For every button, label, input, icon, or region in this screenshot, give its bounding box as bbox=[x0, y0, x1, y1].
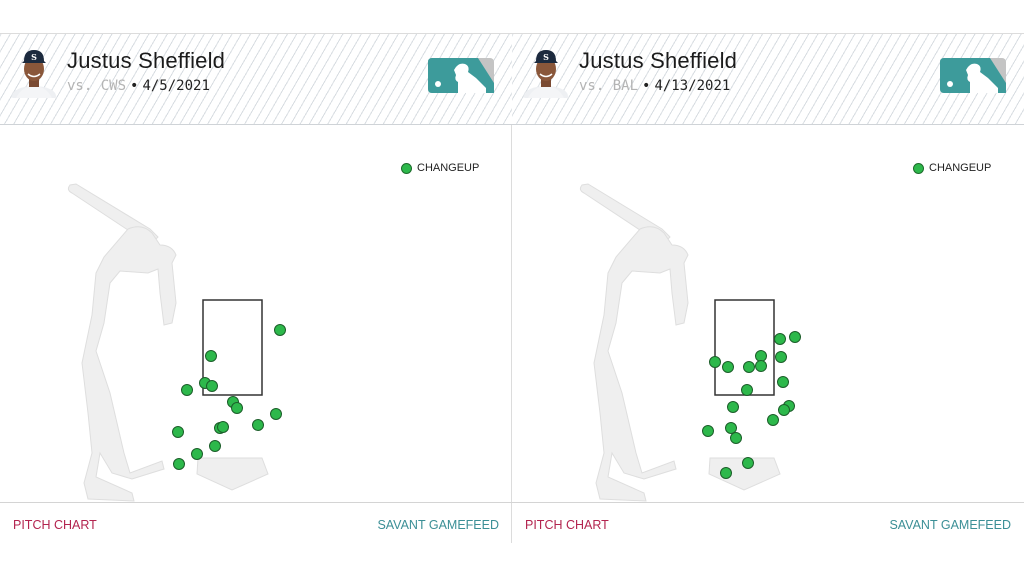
pitch-point[interactable] bbox=[755, 360, 767, 372]
pitch-point[interactable] bbox=[252, 419, 264, 431]
pitch-chart-link[interactable]: PITCH CHART bbox=[13, 518, 97, 532]
card-footer: PITCH CHART SAVANT GAMEFEED bbox=[0, 502, 512, 543]
pitch-points bbox=[172, 324, 286, 470]
pitch-point[interactable] bbox=[191, 448, 203, 460]
pitch-point[interactable] bbox=[778, 404, 790, 416]
legend-label: CHANGEUP bbox=[417, 162, 480, 174]
pitch-point[interactable] bbox=[209, 440, 221, 452]
pitch-point[interactable] bbox=[722, 361, 734, 373]
game-date: 4/5/2021 bbox=[142, 78, 210, 94]
pitch-chart-card-2: S Justus Sheffield vs. BAL • 4/13/2021 CHA… bbox=[512, 33, 1024, 543]
pitch-point[interactable] bbox=[270, 408, 282, 420]
pitch-point[interactable] bbox=[767, 414, 779, 426]
pitch-location-chart bbox=[512, 125, 1024, 502]
strike-zone bbox=[202, 299, 263, 396]
pitch-point[interactable] bbox=[206, 380, 218, 392]
chart-canvas bbox=[579, 183, 801, 502]
mlb-logo-icon bbox=[428, 58, 494, 93]
game-info: vs. BAL • 4/13/2021 bbox=[579, 78, 730, 94]
pitch-point[interactable] bbox=[755, 350, 767, 362]
pitch-chart-card-1: S Justus Sheffield vs. CWS • 4/5/2021 bbox=[0, 33, 512, 543]
card-header: S Justus Sheffield vs. BAL • 4/13/2021 bbox=[512, 33, 1024, 125]
pitch-point[interactable] bbox=[741, 384, 753, 396]
home-plate bbox=[708, 457, 781, 491]
pitch-point[interactable] bbox=[725, 422, 737, 434]
separator: • bbox=[130, 78, 139, 94]
savant-gamefeed-link[interactable]: SAVANT GAMEFEED bbox=[377, 518, 499, 532]
pitch-chart-link[interactable]: PITCH CHART bbox=[525, 518, 609, 532]
mlb-logo-icon bbox=[940, 58, 1006, 93]
pitch-point[interactable] bbox=[274, 324, 286, 336]
legend-label: CHANGEUP bbox=[929, 162, 992, 174]
player-headshot: S bbox=[524, 50, 568, 98]
pitch-point[interactable] bbox=[727, 401, 739, 413]
batter-silhouette bbox=[67, 183, 177, 502]
card-header: S Justus Sheffield vs. CWS • 4/5/2021 bbox=[0, 33, 512, 125]
pitch-point[interactable] bbox=[702, 425, 714, 437]
chart-canvas bbox=[67, 183, 286, 502]
opponent: vs. CWS bbox=[67, 78, 127, 94]
chart-legend: CHANGEUP bbox=[401, 162, 479, 174]
pitch-point[interactable] bbox=[742, 457, 754, 469]
game-info: vs. CWS • 4/5/2021 bbox=[67, 78, 210, 94]
pitch-point[interactable] bbox=[217, 421, 229, 433]
pitch-point[interactable] bbox=[743, 361, 755, 373]
pitch-point[interactable] bbox=[789, 331, 801, 343]
pitch-point[interactable] bbox=[774, 333, 786, 345]
card-footer: PITCH CHART SAVANT GAMEFEED bbox=[512, 502, 1024, 543]
pitch-point[interactable] bbox=[231, 402, 243, 414]
pitch-point[interactable] bbox=[181, 384, 193, 396]
svg-text:S: S bbox=[543, 52, 549, 62]
game-date: 4/13/2021 bbox=[654, 78, 731, 94]
batter-silhouette bbox=[579, 183, 689, 502]
pitch-point[interactable] bbox=[172, 426, 184, 438]
pitch-point[interactable] bbox=[777, 376, 789, 388]
chart-legend: CHANGEUP bbox=[913, 162, 991, 174]
svg-text:S: S bbox=[31, 52, 37, 62]
savant-gamefeed-link[interactable]: SAVANT GAMEFEED bbox=[889, 518, 1011, 532]
pitch-points bbox=[702, 331, 801, 479]
pitch-point[interactable] bbox=[720, 467, 732, 479]
separator: • bbox=[642, 78, 651, 94]
player-headshot: S bbox=[12, 50, 56, 98]
pitch-point[interactable] bbox=[173, 458, 185, 470]
changeup-swatch-icon bbox=[913, 162, 924, 174]
pitch-point[interactable] bbox=[709, 356, 721, 368]
changeup-swatch-icon bbox=[401, 162, 412, 174]
pitch-point[interactable] bbox=[775, 351, 787, 363]
pitch-point[interactable] bbox=[730, 432, 742, 444]
pitch-point[interactable] bbox=[205, 350, 217, 362]
strike-zone bbox=[714, 299, 775, 396]
opponent: vs. BAL bbox=[579, 78, 639, 94]
pitch-location-chart bbox=[0, 125, 512, 502]
pitcher-name: Justus Sheffield bbox=[67, 48, 226, 73]
pitcher-name: Justus Sheffield bbox=[579, 48, 738, 73]
home-plate bbox=[196, 457, 269, 491]
